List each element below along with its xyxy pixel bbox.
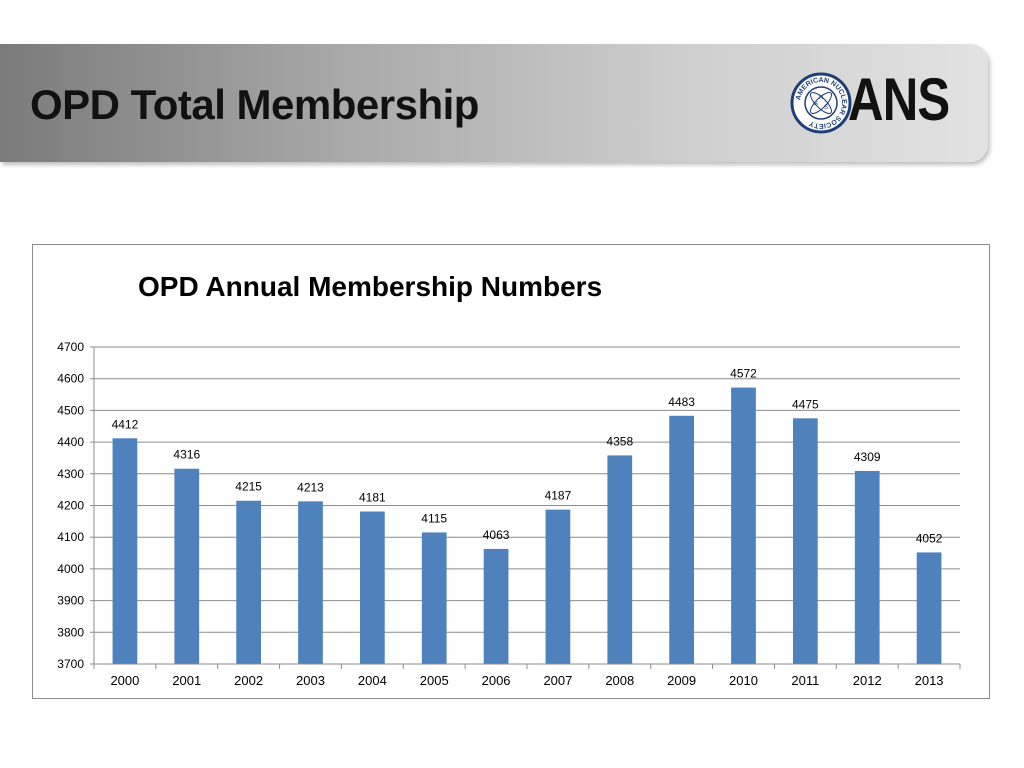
emblem-letter: N xyxy=(819,95,823,101)
bar xyxy=(236,500,262,664)
page-title: OPD Total Membership xyxy=(30,81,479,128)
data-label: 4316 xyxy=(173,448,200,462)
bar xyxy=(669,415,695,664)
emblem-letter: S xyxy=(824,105,828,111)
y-tick-label: 4100 xyxy=(57,530,84,544)
y-tick-label: 4500 xyxy=(57,403,84,417)
bar xyxy=(174,468,200,664)
bar xyxy=(421,532,447,664)
data-label: 4215 xyxy=(235,480,262,494)
y-tick-label: 3900 xyxy=(57,594,84,608)
data-label: 4358 xyxy=(606,434,633,448)
bar xyxy=(731,387,756,664)
emblem-letter: A xyxy=(814,101,818,107)
data-label: 4412 xyxy=(112,417,139,431)
data-label: 4213 xyxy=(297,480,324,494)
x-tick-label: 2013 xyxy=(915,673,944,688)
bar xyxy=(607,455,633,664)
data-label: 4187 xyxy=(545,489,572,503)
x-tick-label: 2009 xyxy=(667,673,696,688)
bar xyxy=(483,548,509,664)
x-tick-label: 2003 xyxy=(296,673,325,688)
x-tick-label: 2012 xyxy=(853,673,882,688)
y-tick-label: 4700 xyxy=(57,340,84,354)
x-tick-label: 2008 xyxy=(605,673,634,688)
x-tick-label: 2005 xyxy=(420,673,449,688)
bar xyxy=(545,509,571,664)
y-tick-label: 4000 xyxy=(57,562,84,576)
bar xyxy=(359,511,385,664)
y-tick-label: 4200 xyxy=(57,499,84,513)
data-label: 4309 xyxy=(854,450,881,464)
ans-logo: AMERICAN NUCLEAR SOCIETY A N S ANS xyxy=(790,68,950,134)
bar xyxy=(854,470,880,664)
logo-wordmark: ANS xyxy=(848,66,950,133)
bar xyxy=(298,501,323,664)
x-tick-label: 2007 xyxy=(543,673,572,688)
x-tick-label: 2002 xyxy=(234,673,263,688)
x-tick-label: 2001 xyxy=(172,673,201,688)
x-tick-label: 2011 xyxy=(791,673,819,688)
bar xyxy=(792,418,818,664)
chart-title: OPD Annual Membership Numbers xyxy=(138,271,603,302)
ans-emblem-icon: AMERICAN NUCLEAR SOCIETY A N S xyxy=(790,72,852,134)
bar xyxy=(112,438,138,664)
x-tick-label: 2000 xyxy=(110,673,139,688)
y-tick-label: 4300 xyxy=(57,467,84,481)
y-tick-label: 4600 xyxy=(57,372,84,386)
data-label: 4572 xyxy=(730,367,757,381)
y-tick-label: 3800 xyxy=(57,625,84,639)
x-tick-label: 2006 xyxy=(482,673,511,688)
data-label: 4483 xyxy=(668,395,695,409)
data-label: 4063 xyxy=(483,528,510,542)
y-tick-label: 4400 xyxy=(57,435,84,449)
y-tick-label: 3700 xyxy=(57,657,84,671)
x-tick-label: 2010 xyxy=(729,673,758,688)
x-tick-label: 2004 xyxy=(358,673,387,688)
data-label: 4115 xyxy=(421,511,447,525)
bar xyxy=(916,552,942,664)
data-label: 4052 xyxy=(916,531,943,545)
data-label: 4475 xyxy=(792,397,819,411)
data-label: 4181 xyxy=(359,491,386,505)
